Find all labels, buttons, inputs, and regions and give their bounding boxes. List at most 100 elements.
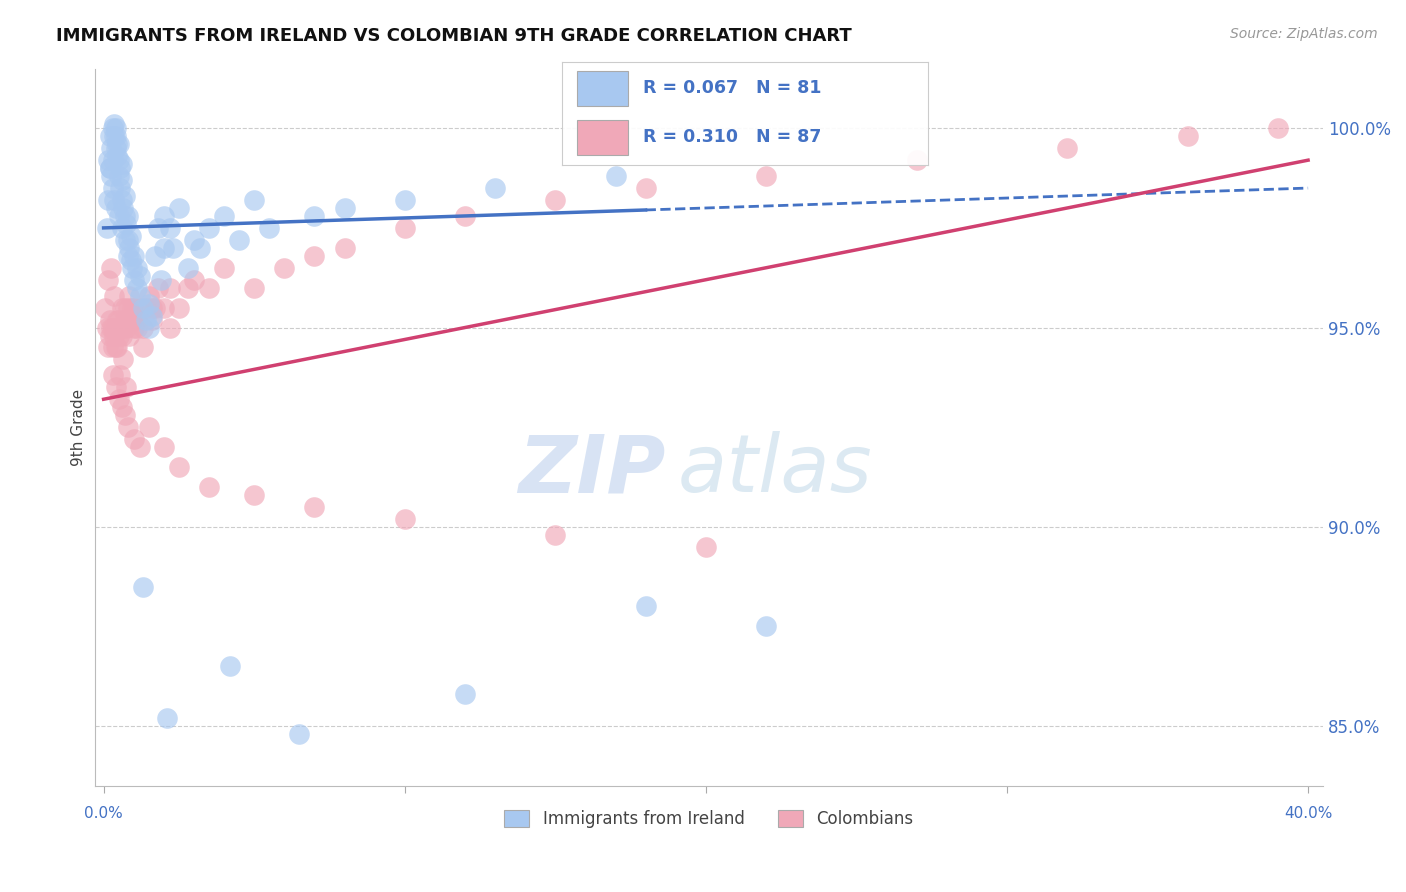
Point: [118, 241, 141, 255]
Point: [97, 193, 120, 207]
Point: [125, 312, 148, 326]
Point: [1056, 141, 1078, 155]
Point: [111, 173, 134, 187]
Point: [105, 149, 128, 163]
Point: [198, 480, 221, 494]
Point: [135, 312, 157, 326]
Point: [128, 268, 150, 283]
Point: [125, 320, 148, 334]
Point: [304, 500, 326, 514]
Point: [484, 181, 506, 195]
Point: [117, 249, 139, 263]
Point: [905, 153, 928, 168]
Point: [114, 312, 136, 326]
Point: [98, 129, 121, 144]
Point: [107, 328, 129, 343]
Point: [128, 440, 150, 454]
Y-axis label: 9th Grade: 9th Grade: [72, 389, 86, 466]
Point: [104, 129, 127, 144]
Point: [132, 580, 155, 594]
Point: [141, 301, 163, 315]
Text: R = 0.067   N = 81: R = 0.067 N = 81: [643, 79, 821, 97]
Point: [212, 260, 235, 275]
Point: [118, 328, 141, 343]
Point: [695, 540, 717, 554]
Point: [117, 209, 139, 223]
Point: [120, 312, 142, 326]
Point: [177, 281, 200, 295]
Point: [121, 312, 143, 326]
Bar: [576, 120, 628, 155]
Point: [104, 141, 127, 155]
Point: [159, 221, 181, 235]
Point: [121, 301, 143, 315]
Point: [128, 301, 150, 315]
Point: [107, 153, 129, 168]
Point: [125, 260, 148, 275]
Point: [104, 380, 127, 394]
Point: [544, 527, 567, 541]
Point: [304, 249, 326, 263]
Point: [97, 341, 120, 355]
Point: [138, 296, 160, 310]
Point: [101, 341, 124, 355]
Point: [1267, 121, 1289, 136]
Point: [114, 408, 136, 422]
Point: [141, 312, 163, 326]
Point: [101, 368, 124, 383]
Point: [243, 193, 266, 207]
Point: [394, 193, 416, 207]
Point: [107, 209, 129, 223]
Point: [111, 301, 134, 315]
Point: [111, 401, 134, 415]
Point: [120, 228, 142, 243]
Point: [108, 368, 131, 383]
Legend: Immigrants from Ireland, Colombians: Immigrants from Ireland, Colombians: [498, 804, 920, 835]
Point: [101, 153, 124, 168]
Point: [104, 320, 127, 334]
Point: [243, 488, 266, 502]
Point: [105, 137, 128, 152]
Point: [146, 221, 169, 235]
Point: [98, 312, 121, 326]
Point: [115, 320, 138, 334]
Point: [153, 440, 176, 454]
Point: [100, 141, 122, 155]
Point: [108, 320, 131, 334]
Point: [132, 301, 155, 315]
Point: [103, 117, 125, 131]
Point: [118, 288, 141, 302]
Point: [114, 233, 136, 247]
Point: [115, 380, 138, 394]
Point: [454, 209, 477, 223]
Point: [100, 320, 122, 334]
Point: [111, 193, 134, 207]
Point: [114, 209, 136, 223]
Point: [111, 221, 134, 235]
Point: [101, 181, 124, 195]
Point: [114, 189, 136, 203]
Point: [167, 201, 190, 215]
Text: 40.0%: 40.0%: [1284, 805, 1333, 821]
Point: [605, 169, 627, 183]
Point: [103, 193, 125, 207]
Point: [115, 217, 138, 231]
Point: [138, 320, 160, 334]
Point: [198, 221, 221, 235]
Point: [162, 241, 184, 255]
Point: [111, 157, 134, 171]
Point: [755, 619, 778, 633]
Point: [100, 169, 122, 183]
Point: [257, 221, 280, 235]
Point: [1177, 129, 1199, 144]
Point: [183, 273, 205, 287]
Point: [114, 301, 136, 315]
Point: [112, 320, 135, 334]
Point: [96, 221, 118, 235]
Point: [304, 209, 326, 223]
Point: [228, 233, 250, 247]
Point: [219, 659, 242, 673]
Point: [117, 233, 139, 247]
Point: [132, 320, 155, 334]
Point: [394, 221, 416, 235]
